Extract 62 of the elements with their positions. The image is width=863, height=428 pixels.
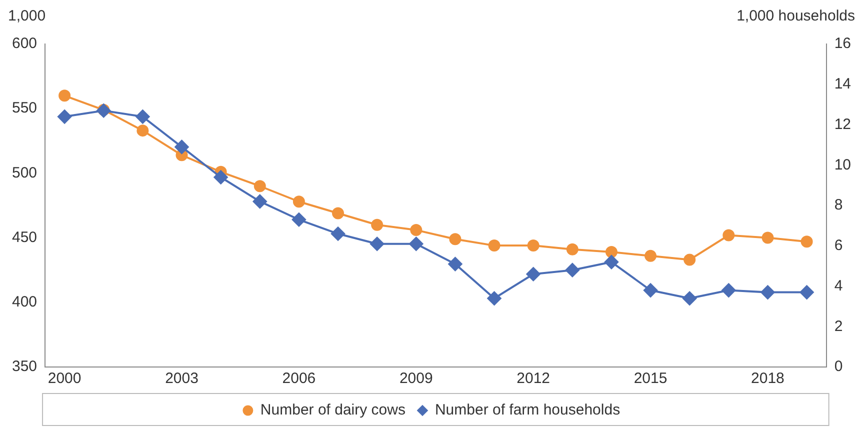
point [214,170,228,184]
y-tick-label: 450 [12,228,38,246]
point [292,212,306,227]
point [762,232,774,244]
x-tick-label: 2003 [165,370,198,388]
y2-tick-label: 8 [834,196,843,214]
y-tick-label: 350 [12,358,38,376]
point [488,240,500,252]
point [331,226,346,241]
point [527,240,540,252]
y2-tick-label: 12 [834,116,852,133]
point [254,180,266,192]
point [800,236,813,248]
point [136,124,149,137]
x-tick-label: 2006 [282,370,316,388]
point [760,285,775,300]
point [371,218,384,231]
point [58,110,72,124]
point [136,110,150,124]
point [252,194,267,208]
y2-tick-label: 0 [834,358,843,376]
point [566,243,578,256]
y2-tick-label: 16 [834,35,852,52]
y2-tick-label: 10 [834,156,852,174]
point [604,255,618,270]
point [449,233,462,246]
y2-tick-label: 4 [834,277,843,294]
y-tick-label: 400 [12,294,38,311]
x-tick-label: 2018 [751,370,784,388]
legend-label: Number of farm households [434,402,620,419]
y-tick-label: 600 [12,35,38,52]
point [722,229,735,242]
y2-tick-label: 2 [834,318,843,335]
x-tick-label: 2015 [634,370,668,388]
y2-tick-label: 6 [834,237,843,254]
point [292,196,305,208]
y2-tick-label: 14 [834,76,852,93]
point [526,267,540,282]
x-tick-label: 2009 [399,370,433,388]
point [409,236,424,251]
point [410,224,422,236]
point [370,236,384,251]
y-tick-label: 500 [12,164,38,182]
legend-label: Number of dairy cows [260,402,406,419]
point [174,140,189,154]
point [487,291,502,306]
point [644,283,658,298]
point [800,285,814,300]
y-tick-label: 550 [12,100,38,117]
y2-axis-title: 1,000 households [736,8,855,25]
x-tick-label: 2000 [48,370,82,388]
point [644,250,657,262]
point [682,291,697,306]
point [722,283,736,298]
point [684,254,696,266]
point [565,263,580,278]
point [448,257,462,272]
point [58,90,71,102]
point [332,207,344,220]
point [605,246,618,258]
x-tick-label: 2012 [516,370,550,388]
y-axis-title: 1,000 [8,8,46,25]
